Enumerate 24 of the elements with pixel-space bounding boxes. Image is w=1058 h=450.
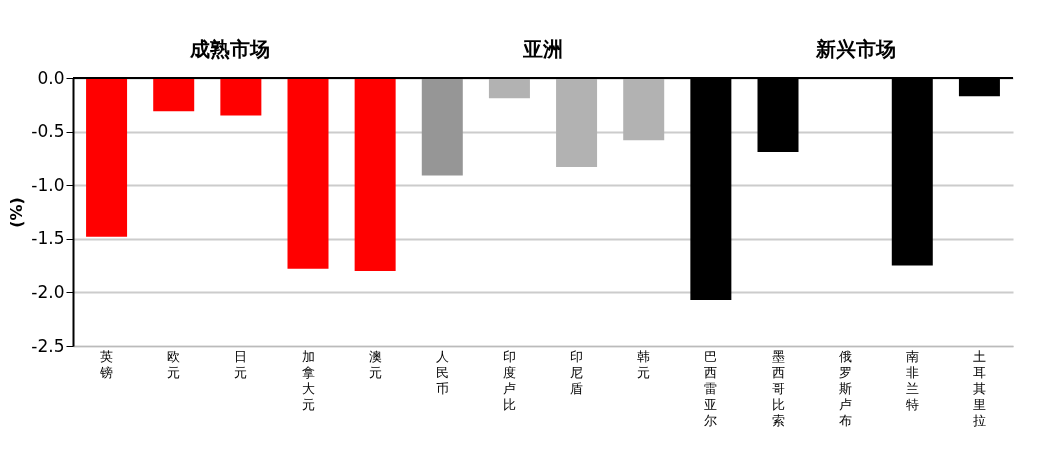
y-tick-label: -1.5 <box>31 228 65 249</box>
x-tick-label: 韩元 <box>637 348 651 380</box>
y-tick-label: -0.5 <box>31 121 65 142</box>
x-tick-label: 巴西雷亚尔 <box>704 348 718 428</box>
x-tick-label: 日元 <box>234 348 248 380</box>
y-tick-label: -2.5 <box>31 335 65 356</box>
text: 新兴市场 <box>815 37 897 61</box>
x-tick-label: 俄罗斯卢布 <box>838 348 852 428</box>
y-axis-title: (%) <box>7 197 27 228</box>
x-tick-label: 加拿大元 <box>301 348 315 412</box>
x-tick-label: 人民币 <box>435 348 449 396</box>
x-tick-label: 墨西哥比索 <box>771 348 785 428</box>
x-tick-label: 澳元 <box>368 348 382 380</box>
x-tick-label: 南非兰特 <box>905 348 919 412</box>
x-tick-label: 印度卢比 <box>502 348 516 412</box>
y-tick-label: -1.0 <box>31 174 65 195</box>
y-tick-label: 0.0 <box>37 67 65 88</box>
x-tick-label: 印尼盾 <box>570 348 584 396</box>
x-tick-label: 欧元 <box>167 348 181 380</box>
y-tick-label: -2.0 <box>31 281 65 302</box>
text: 亚洲 <box>522 37 563 61</box>
x-tick-label: 英镑 <box>99 348 114 380</box>
x-tick-label: 土耳其里拉 <box>972 348 986 428</box>
text: 成熟市场 <box>188 37 270 61</box>
